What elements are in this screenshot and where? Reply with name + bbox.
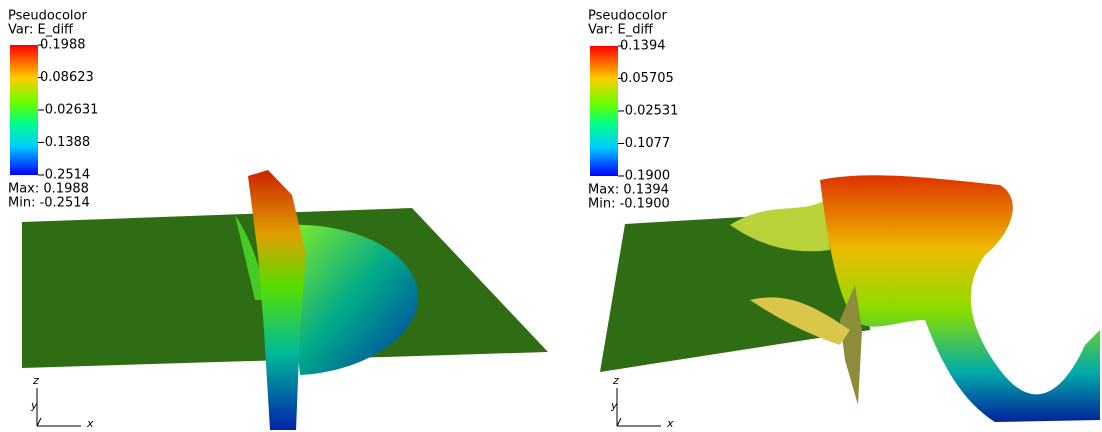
tick-label: -0.02531 xyxy=(620,104,678,119)
tick-label: -0.1077 xyxy=(620,136,670,151)
tick-label: 0.1394 xyxy=(620,39,666,54)
axis-label: y xyxy=(610,399,618,412)
tick-label: -0.02631 xyxy=(40,103,98,118)
axis-line xyxy=(37,418,41,426)
axis-line xyxy=(617,418,621,426)
legend-min: Min: -0.1900 xyxy=(588,197,670,212)
axis-label: x xyxy=(86,417,94,430)
legend-max: Max: 0.1988 xyxy=(8,182,89,197)
axis-label: z xyxy=(32,374,39,387)
surface-right xyxy=(600,175,1100,422)
legend-title: Pseudocolor xyxy=(8,9,87,24)
legend-title: Pseudocolor xyxy=(588,9,667,24)
surface-left xyxy=(22,170,548,430)
legend-var: Var: E_diff xyxy=(588,23,654,38)
tick-label: 0.1988 xyxy=(40,38,86,53)
axis-triad: zy x xyxy=(610,374,674,430)
tick-label: -0.1388 xyxy=(40,135,90,150)
axis-label: y xyxy=(30,399,38,412)
tick-label: -0.2514 xyxy=(40,168,90,183)
axis-label: x xyxy=(666,417,674,430)
wave xyxy=(820,175,1100,422)
legend-var: Var: E_diff xyxy=(8,23,74,38)
visualization: PseudocolorVar: E_diff0.19880.08623-0.02… xyxy=(0,0,1102,432)
legend-max: Max: 0.1394 xyxy=(588,183,669,198)
tick-label: -0.1900 xyxy=(620,169,670,184)
axis-triad: zy x xyxy=(30,374,94,430)
color-bar xyxy=(10,45,38,175)
axis-label: z xyxy=(612,374,619,387)
tick-label: 0.08623 xyxy=(40,70,94,85)
legend-min: Min: -0.2514 xyxy=(8,196,90,211)
color-bar xyxy=(590,46,618,176)
tick-label: 0.05705 xyxy=(620,71,674,86)
